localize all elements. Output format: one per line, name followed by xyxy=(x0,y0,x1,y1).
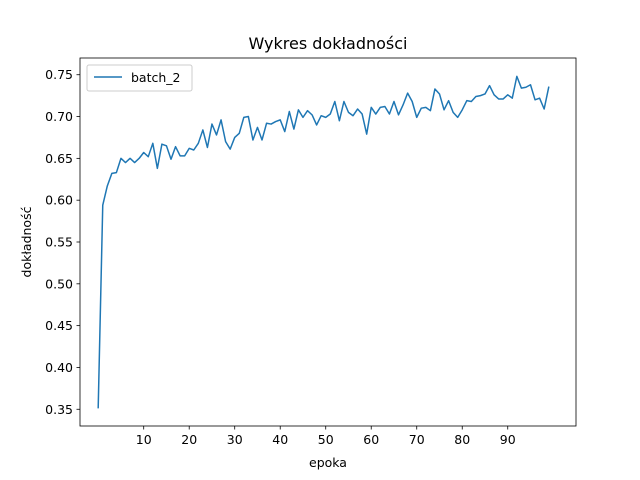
y-tick-label: 0.35 xyxy=(45,402,73,417)
x-tick-label: 10 xyxy=(136,432,152,447)
x-tick-label: 40 xyxy=(272,432,288,447)
x-tick-label: 50 xyxy=(318,432,334,447)
y-tick-label: 0.45 xyxy=(45,318,73,333)
x-axis-label: epoka xyxy=(309,455,347,470)
y-tick-label: 0.75 xyxy=(45,67,73,82)
x-tick-label: 60 xyxy=(363,432,379,447)
series-layer xyxy=(97,75,550,409)
y-axis: 0.35 0.40 0.45 0.50 0.55 0.60 0.65 0.70 0.75 xyxy=(45,67,80,417)
y-axis-label: dokładność xyxy=(19,206,34,277)
x-tick-label: 80 xyxy=(454,432,470,447)
x-tick-label: 20 xyxy=(181,432,197,447)
series-line-batch_2 xyxy=(97,75,550,409)
y-tick-label: 0.40 xyxy=(45,360,73,375)
x-axis: 10 20 30 40 50 60 70 80 90 xyxy=(136,426,516,447)
axes-frame xyxy=(79,57,577,427)
y-tick-label: 0.70 xyxy=(45,109,73,124)
x-tick-label: 30 xyxy=(227,432,243,447)
y-tick-label: 0.55 xyxy=(45,235,73,250)
y-tick-label: 0.50 xyxy=(45,276,73,291)
y-tick-label: 0.65 xyxy=(45,151,73,166)
y-tick-label: 0.60 xyxy=(45,193,73,208)
legend-entry-label: batch_2 xyxy=(131,70,181,85)
legend: batch_2 xyxy=(86,64,193,92)
x-tick-label: 70 xyxy=(409,432,425,447)
legend-box xyxy=(86,64,193,92)
x-tick-label: 90 xyxy=(500,432,516,447)
chart-title: Wykres dokładności xyxy=(249,34,408,53)
